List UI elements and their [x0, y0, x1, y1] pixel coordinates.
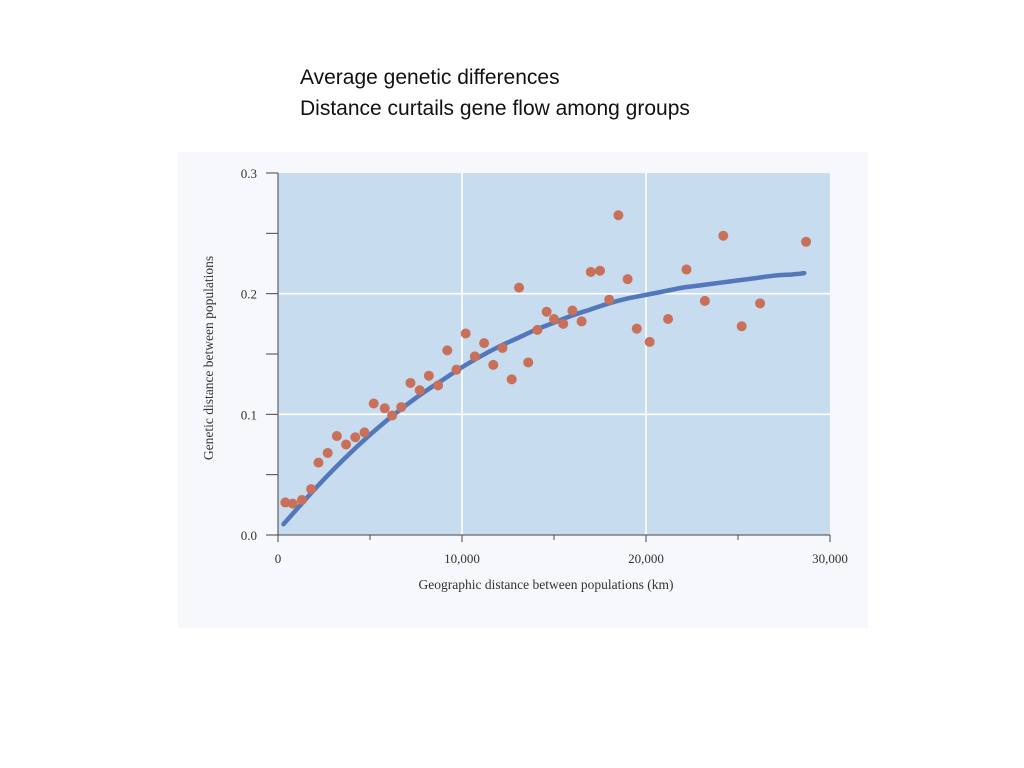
x-axis-ticks: 0 10,000 20,000 30,000	[275, 535, 848, 566]
data-point	[585, 266, 596, 277]
data-point	[359, 427, 370, 438]
data-point	[488, 359, 499, 370]
data-point	[469, 351, 480, 362]
data-points	[280, 210, 812, 509]
x-tick-label: 10,000	[444, 551, 480, 566]
data-point	[405, 377, 416, 388]
slide-title: Average genetic differences Distance cur…	[300, 62, 690, 124]
data-point	[331, 431, 342, 442]
data-point	[460, 328, 471, 339]
data-point	[736, 321, 747, 332]
data-point	[387, 410, 398, 421]
data-point	[718, 230, 729, 241]
data-point	[541, 306, 552, 317]
data-point	[523, 357, 534, 368]
x-tick-label: 20,000	[628, 551, 664, 566]
y-tick-label: 0.2	[241, 287, 257, 302]
y-axis-ticks: 0.0 0.1 0.2 0.3	[241, 166, 278, 543]
data-point	[433, 380, 444, 391]
data-point	[479, 338, 490, 349]
x-tick-label: 30,000	[812, 551, 848, 566]
data-point	[368, 398, 379, 409]
y-tick-label: 0.0	[241, 528, 257, 543]
data-point	[506, 374, 517, 385]
data-point	[313, 457, 324, 468]
data-point	[631, 323, 642, 334]
data-point	[576, 316, 587, 327]
data-point	[558, 318, 569, 329]
y-tick-label: 0.1	[241, 407, 257, 422]
data-point	[497, 342, 508, 353]
figure-frame: 0 10,000 20,000 30,000 0.0 0.1 0.2 0.3 Geograp…	[178, 152, 868, 628]
data-point	[699, 295, 710, 306]
data-point	[801, 236, 812, 247]
data-point	[595, 265, 605, 276]
data-point	[613, 210, 624, 221]
data-point	[567, 305, 578, 316]
data-point	[451, 364, 462, 375]
plot-area	[278, 173, 830, 535]
data-point	[287, 498, 298, 509]
data-point	[280, 497, 291, 508]
data-point	[379, 403, 390, 414]
scatter-chart: 0 10,000 20,000 30,000 0.0 0.1 0.2 0.3 Geograp…	[201, 166, 848, 592]
title-line-2: Distance curtails gene flow among groups	[300, 97, 690, 120]
data-point	[681, 264, 692, 275]
x-tick-label: 0	[275, 551, 282, 566]
data-point	[350, 432, 361, 443]
data-point	[755, 298, 766, 309]
fit-curve	[281, 270, 807, 527]
y-tick-label: 0.3	[241, 166, 257, 181]
grid-lines	[278, 173, 830, 535]
x-axis-label: Geographic distance between populations …	[419, 577, 674, 592]
title-line-1: Average genetic differences	[300, 66, 560, 89]
data-point	[532, 324, 543, 335]
data-point	[296, 495, 307, 506]
data-point	[644, 336, 655, 347]
data-point	[423, 370, 434, 381]
data-point	[414, 385, 425, 396]
data-point	[622, 274, 633, 285]
data-point	[396, 402, 407, 413]
data-point	[322, 447, 333, 458]
data-point	[549, 314, 559, 325]
data-point	[514, 282, 525, 293]
data-point	[663, 314, 674, 325]
data-point	[442, 345, 453, 356]
y-axis-label: Genetic distance between populations	[201, 256, 216, 460]
data-point	[306, 484, 317, 495]
data-point	[604, 294, 615, 305]
data-point	[341, 439, 352, 450]
